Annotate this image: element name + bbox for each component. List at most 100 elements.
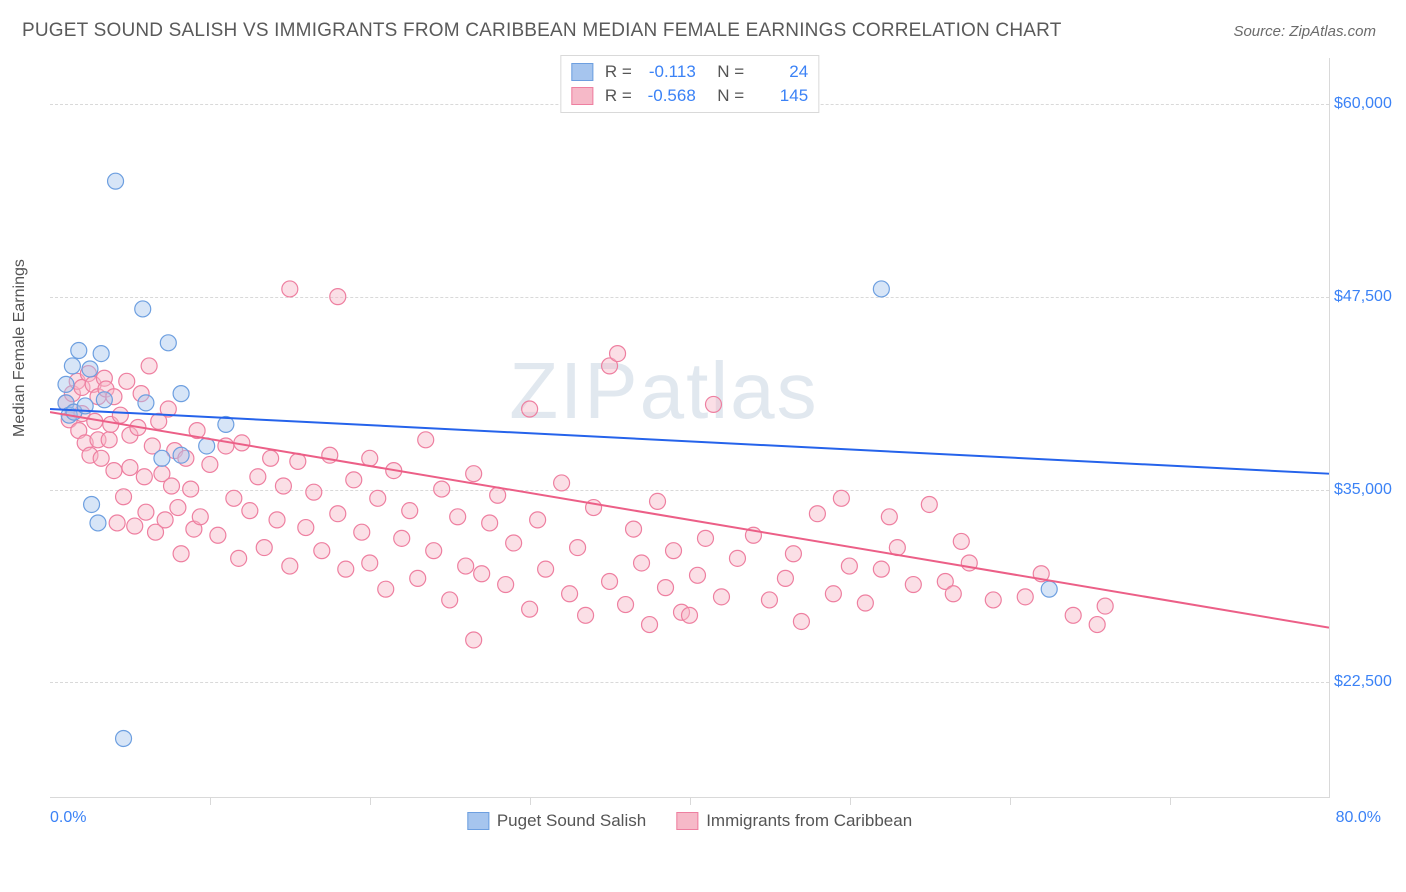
data-point xyxy=(210,527,226,543)
data-point xyxy=(338,561,354,577)
trend-line xyxy=(50,412,1329,628)
legend-row-series-2: R = -0.568 N = 145 xyxy=(571,84,808,108)
data-point xyxy=(109,515,125,531)
data-point xyxy=(106,463,122,479)
data-point xyxy=(554,475,570,491)
n-label: N = xyxy=(708,62,744,82)
data-point xyxy=(506,535,522,551)
data-point xyxy=(777,570,793,586)
data-point xyxy=(101,432,117,448)
data-point xyxy=(160,335,176,351)
data-point xyxy=(921,496,937,512)
x-tick xyxy=(370,797,371,805)
data-point xyxy=(761,592,777,608)
n-label: N = xyxy=(708,86,744,106)
data-point xyxy=(642,617,658,633)
y-axis-label: Median Female Earnings xyxy=(11,259,29,437)
data-point xyxy=(825,586,841,602)
data-point xyxy=(242,503,258,519)
data-point xyxy=(634,555,650,571)
data-point xyxy=(530,512,546,528)
data-point xyxy=(841,558,857,574)
data-point xyxy=(697,530,713,546)
x-axis-min-label: 0.0% xyxy=(50,809,86,827)
data-point xyxy=(610,346,626,362)
n-value-1: 24 xyxy=(752,62,808,82)
data-point xyxy=(116,489,132,505)
data-point xyxy=(298,520,314,536)
data-point xyxy=(729,550,745,566)
x-tick xyxy=(1170,797,1171,805)
data-point xyxy=(426,543,442,559)
chart-title: PUGET SOUND SALISH VS IMMIGRANTS FROM CA… xyxy=(22,20,1062,42)
data-point xyxy=(141,358,157,374)
data-point xyxy=(231,550,247,566)
x-tick xyxy=(1010,797,1011,805)
r-label: R = xyxy=(605,62,632,82)
data-point xyxy=(173,447,189,463)
data-point xyxy=(226,490,242,506)
data-point xyxy=(466,632,482,648)
legend-item-series-1: Puget Sound Salish xyxy=(467,811,646,831)
data-point xyxy=(602,573,618,589)
x-tick xyxy=(690,797,691,805)
data-point xyxy=(71,343,87,359)
data-point xyxy=(809,506,825,522)
data-point xyxy=(314,543,330,559)
data-point xyxy=(119,373,135,389)
data-point xyxy=(873,561,889,577)
data-point xyxy=(64,358,80,374)
data-point xyxy=(183,481,199,497)
data-point xyxy=(263,450,279,466)
series-1-name: Puget Sound Salish xyxy=(497,811,646,831)
data-point xyxy=(138,504,154,520)
data-point xyxy=(522,601,538,617)
plot-area: Median Female Earnings 0.0% 80.0% ZIPatl… xyxy=(50,58,1330,798)
swatch-series-2b xyxy=(676,812,698,830)
data-point xyxy=(713,589,729,605)
chart-container: Median Female Earnings 0.0% 80.0% ZIPatl… xyxy=(50,58,1380,828)
series-2-name: Immigrants from Caribbean xyxy=(706,811,912,831)
data-point xyxy=(58,376,74,392)
correlation-legend: R = -0.113 N = 24 R = -0.568 N = 145 xyxy=(560,55,819,113)
data-point xyxy=(618,597,634,613)
data-point xyxy=(690,567,706,583)
data-point xyxy=(256,540,272,556)
data-point xyxy=(127,518,143,534)
data-point xyxy=(402,503,418,519)
data-point xyxy=(136,469,152,485)
data-point xyxy=(833,490,849,506)
data-point xyxy=(82,361,98,377)
data-point xyxy=(450,509,466,525)
data-point xyxy=(442,592,458,608)
data-point xyxy=(1017,589,1033,605)
data-point xyxy=(1089,617,1105,633)
data-point xyxy=(793,613,809,629)
data-point xyxy=(346,472,362,488)
data-point xyxy=(306,484,322,500)
data-point xyxy=(269,512,285,528)
y-tick-label: $60,000 xyxy=(1334,95,1384,113)
data-point xyxy=(96,392,112,408)
scatter-svg xyxy=(50,58,1329,797)
data-point xyxy=(626,521,642,537)
legend-item-series-2: Immigrants from Caribbean xyxy=(676,811,912,831)
data-point xyxy=(482,515,498,531)
data-point xyxy=(378,581,394,597)
data-point xyxy=(857,595,873,611)
data-point xyxy=(122,460,138,476)
legend-row-series-1: R = -0.113 N = 24 xyxy=(571,60,808,84)
data-point xyxy=(282,558,298,574)
data-point xyxy=(434,481,450,497)
data-point xyxy=(570,540,586,556)
data-point xyxy=(466,466,482,482)
data-point xyxy=(330,289,346,305)
data-point xyxy=(410,570,426,586)
data-point xyxy=(905,577,921,593)
r-value-2: -0.568 xyxy=(640,86,696,106)
data-point xyxy=(173,546,189,562)
x-tick xyxy=(210,797,211,805)
data-point xyxy=(945,586,961,602)
data-point xyxy=(362,450,378,466)
data-point xyxy=(881,509,897,525)
